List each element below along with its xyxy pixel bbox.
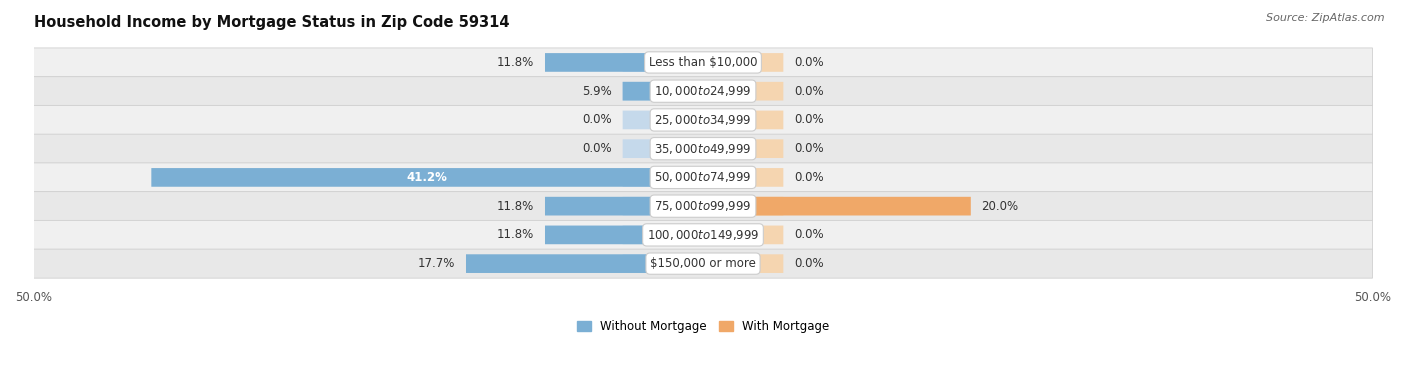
Text: 0.0%: 0.0% — [794, 257, 824, 270]
Text: 11.8%: 11.8% — [498, 56, 534, 69]
Text: $25,000 to $34,999: $25,000 to $34,999 — [654, 113, 752, 127]
FancyBboxPatch shape — [623, 53, 703, 72]
FancyBboxPatch shape — [703, 197, 783, 216]
FancyBboxPatch shape — [465, 254, 703, 273]
Text: $150,000 or more: $150,000 or more — [650, 257, 756, 270]
FancyBboxPatch shape — [623, 254, 703, 273]
FancyBboxPatch shape — [34, 134, 1372, 163]
FancyBboxPatch shape — [623, 197, 703, 216]
FancyBboxPatch shape — [703, 225, 783, 244]
Text: $50,000 to $74,999: $50,000 to $74,999 — [654, 170, 752, 184]
Text: $35,000 to $49,999: $35,000 to $49,999 — [654, 142, 752, 156]
Text: 11.8%: 11.8% — [498, 200, 534, 213]
Text: 0.0%: 0.0% — [794, 142, 824, 155]
FancyBboxPatch shape — [623, 168, 703, 187]
FancyBboxPatch shape — [623, 225, 703, 244]
FancyBboxPatch shape — [703, 254, 783, 273]
FancyBboxPatch shape — [546, 53, 703, 72]
FancyBboxPatch shape — [703, 168, 783, 187]
FancyBboxPatch shape — [703, 197, 970, 216]
Text: Less than $10,000: Less than $10,000 — [648, 56, 758, 69]
Text: 5.9%: 5.9% — [582, 85, 612, 98]
FancyBboxPatch shape — [34, 163, 1372, 192]
FancyBboxPatch shape — [623, 82, 703, 101]
FancyBboxPatch shape — [152, 168, 703, 187]
FancyBboxPatch shape — [623, 139, 703, 158]
Text: 0.0%: 0.0% — [582, 142, 612, 155]
FancyBboxPatch shape — [34, 192, 1372, 221]
Text: $75,000 to $99,999: $75,000 to $99,999 — [654, 199, 752, 213]
Text: Household Income by Mortgage Status in Zip Code 59314: Household Income by Mortgage Status in Z… — [34, 15, 509, 30]
Text: $100,000 to $149,999: $100,000 to $149,999 — [647, 228, 759, 242]
FancyBboxPatch shape — [623, 82, 703, 101]
Text: 0.0%: 0.0% — [794, 56, 824, 69]
FancyBboxPatch shape — [34, 77, 1372, 106]
Text: 0.0%: 0.0% — [794, 113, 824, 126]
FancyBboxPatch shape — [703, 82, 783, 101]
Text: 0.0%: 0.0% — [794, 85, 824, 98]
Text: 0.0%: 0.0% — [794, 171, 824, 184]
Text: 0.0%: 0.0% — [794, 228, 824, 241]
Text: 41.2%: 41.2% — [406, 171, 447, 184]
FancyBboxPatch shape — [34, 106, 1372, 135]
FancyBboxPatch shape — [703, 53, 783, 72]
FancyBboxPatch shape — [703, 139, 783, 158]
FancyBboxPatch shape — [546, 197, 703, 216]
Legend: Without Mortgage, With Mortgage: Without Mortgage, With Mortgage — [576, 320, 830, 333]
FancyBboxPatch shape — [34, 48, 1372, 77]
Text: 20.0%: 20.0% — [981, 200, 1018, 213]
Text: $10,000 to $24,999: $10,000 to $24,999 — [654, 84, 752, 98]
FancyBboxPatch shape — [34, 249, 1372, 278]
FancyBboxPatch shape — [546, 225, 703, 244]
Text: Source: ZipAtlas.com: Source: ZipAtlas.com — [1267, 13, 1385, 23]
FancyBboxPatch shape — [623, 110, 703, 129]
Text: 17.7%: 17.7% — [418, 257, 456, 270]
Text: 11.8%: 11.8% — [498, 228, 534, 241]
FancyBboxPatch shape — [34, 221, 1372, 250]
FancyBboxPatch shape — [703, 110, 783, 129]
Text: 0.0%: 0.0% — [582, 113, 612, 126]
